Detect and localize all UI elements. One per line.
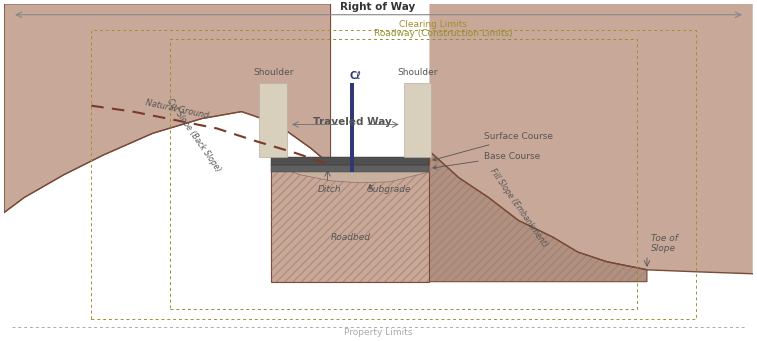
Polygon shape [5,4,331,212]
Text: Cℓ: Cℓ [349,71,361,81]
Bar [170,40,637,309]
Text: Roadway (Construction Limits): Roadway (Construction Limits) [374,29,512,39]
Bar [403,83,431,157]
Bar [92,30,696,319]
Text: Ditch: Ditch [318,185,341,194]
Text: Toe of
Slope: Toe of Slope [651,234,678,253]
Text: Traveled Way: Traveled Way [313,118,391,128]
Bar [271,163,429,282]
Bar [271,163,429,282]
Polygon shape [271,165,429,183]
Text: Shoulder: Shoulder [253,68,294,77]
Text: Surface Course: Surface Course [433,132,553,161]
Text: Fill Slope (Embankment): Fill Slope (Embankment) [488,166,549,249]
Text: Cut Slope (Back Slope): Cut Slope (Back Slope) [165,97,223,174]
Text: Property Limits: Property Limits [344,328,413,337]
Text: Subgrade: Subgrade [368,185,412,194]
Bar [271,157,429,165]
Polygon shape [429,4,752,274]
Bar [271,165,429,172]
Polygon shape [429,151,647,282]
Text: Right of Way: Right of Way [341,2,416,12]
Text: Clearing Limits: Clearing Limits [400,19,467,29]
Bar [260,83,287,157]
Text: Natural Ground: Natural Ground [145,99,210,121]
Text: Roadbed: Roadbed [330,233,370,242]
Text: Base Course: Base Course [433,152,540,169]
Text: Shoulder: Shoulder [397,68,438,77]
Bar [350,83,354,172]
